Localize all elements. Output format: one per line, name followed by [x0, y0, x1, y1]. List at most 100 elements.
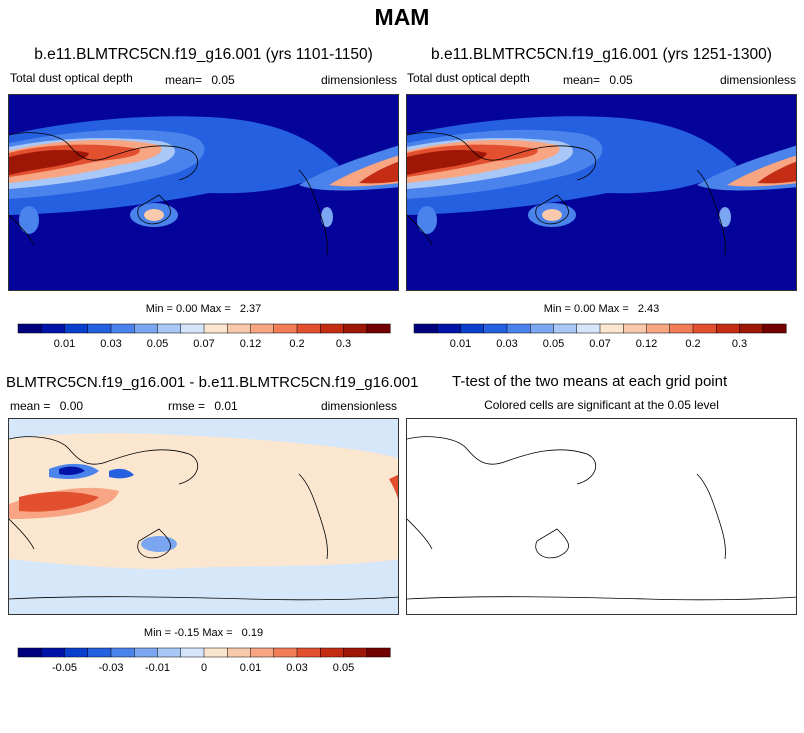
min-value: 0.00 [176, 303, 198, 315]
max-value: 2.43 [637, 303, 660, 315]
colorbar-tick-label: 0.2 [685, 338, 700, 350]
mean-label-top-left: mean= 0.05 [165, 73, 235, 87]
colorbar-cell [716, 323, 741, 334]
colorbar-tick-label: 0.12 [636, 338, 657, 350]
colorbar-cell [343, 647, 368, 658]
colorbar-cell [17, 647, 42, 658]
coastlines-top-left [9, 132, 328, 256]
min-value: -0.15 [174, 627, 200, 639]
colorbar-cell [203, 647, 228, 658]
south-africa-dust [19, 206, 39, 234]
minmax-bottom-left: Min = -0.15 Max = 0.19 [8, 627, 399, 639]
colorbar-svg-top-right: 0.01 0.03 0.05 0.07 0.12 0.2 0.3 [413, 323, 787, 350]
coastlines-bottom-left [9, 436, 398, 601]
south-america-dust [321, 207, 333, 227]
colorbar-cell [437, 323, 462, 334]
ttest-map-bottom-right [407, 419, 796, 614]
australia-dust-inner [542, 209, 562, 221]
colorbar-tick-label: 0.3 [336, 338, 351, 350]
max-value: 2.37 [239, 303, 262, 315]
panel-subtitle-bottom-right: Colored cells are significant at the 0.0… [484, 398, 719, 412]
mean-caption: mean= [563, 73, 601, 87]
colorbar-cell [320, 323, 345, 334]
colorbar-tick-label: 0.05 [543, 338, 564, 350]
mean-value: 0.05 [609, 73, 633, 87]
min-caption: Min = [543, 303, 571, 315]
colorbar-cell [739, 323, 764, 334]
colorbar-cell [250, 323, 275, 334]
colorbar-cell [110, 323, 135, 334]
max-caption: Max = [598, 303, 629, 315]
colorbar-tick-label: 0.3 [732, 338, 747, 350]
max-caption: Max = [202, 627, 233, 639]
colorbar-cell [227, 647, 252, 658]
diff-map-bottom-left [9, 419, 398, 614]
diff-americas-core [389, 474, 398, 499]
units-label-top-right: dimensionless [719, 73, 796, 87]
colorbar-cell [343, 323, 368, 334]
minmax-top-left: Min = 0.00 Max = 2.37 [8, 303, 399, 315]
colorbar-top-left: 0.01 0.03 0.05 0.07 0.12 0.2 0.3 [17, 323, 391, 352]
colorbar-cell [157, 323, 182, 334]
colorbar-tick-label: 0.05 [333, 662, 354, 674]
colorbar-svg-bottom-left: -0.05 -0.03 -0.01 0 0.01 0.03 0.05 [17, 647, 391, 674]
minmax-top-right: Min = 0.00 Max = 2.43 [406, 303, 797, 315]
panel-title-bottom-right: T-test of the two means at each grid poi… [452, 373, 728, 390]
mean-label-bottom-left: mean = 0.00 [10, 399, 83, 413]
rmse-value: 0.01 [214, 399, 238, 413]
colorbar-tick-label: 0.03 [496, 338, 517, 350]
colorbar-top-right: 0.01 0.03 0.05 0.07 0.12 0.2 0.3 [413, 323, 787, 352]
diff-positive-dark [19, 491, 99, 512]
colorbar-tick-label: 0 [201, 662, 207, 674]
americas-plume-core [359, 161, 398, 184]
colorbar-tick-label: 0.2 [289, 338, 304, 350]
colorbar-cell [692, 323, 717, 334]
mean-value: 0.00 [59, 399, 84, 413]
colorbar-cell [646, 323, 671, 334]
colorbar-cell [669, 323, 694, 334]
coastlines-top-right [407, 132, 726, 256]
colorbar-tick-label: -0.05 [52, 662, 77, 674]
colorbar-cell [41, 323, 66, 334]
min-caption: Min = [143, 627, 172, 639]
colorbar-cell [203, 323, 228, 334]
colorbar-cell [553, 323, 578, 334]
variable-label-top-left: Total dust optical depth [10, 71, 133, 85]
colorbar-bottom-left: -0.05 -0.03 -0.01 0 0.01 0.03 0.05 [17, 647, 391, 676]
panel-title-top-left: b.e11.BLMTRC5CN.f19_g16.001 (yrs 1101-11… [34, 46, 373, 63]
diff-negative-core [59, 466, 85, 475]
americas-plume-core [757, 161, 796, 184]
colorbar-tick-label: 0.01 [54, 338, 75, 350]
colorbar-cell [250, 647, 275, 658]
colorbar-tick-label: 0.01 [240, 662, 261, 674]
colorbar-cell [623, 323, 648, 334]
dust-core-dark [9, 150, 89, 175]
colorbar-cell [41, 647, 66, 658]
diff-positive-region [9, 433, 398, 569]
south-africa-dust [417, 206, 437, 234]
colorbar-cell [413, 323, 438, 334]
rmse-label-bottom-left: rmse = 0.01 [168, 399, 238, 413]
colorbar-tick-label: 0.03 [286, 662, 307, 674]
rmse-caption: rmse = [168, 399, 206, 413]
colorbar-cell [87, 647, 112, 658]
min-value: 0.00 [574, 303, 596, 315]
colorbar-cell [296, 323, 321, 334]
dust-map-top-left [9, 95, 398, 290]
colorbar-cell [366, 647, 391, 658]
colorbar-tick-label: 0.03 [100, 338, 121, 350]
max-caption: Max = [200, 303, 231, 315]
colorbar-cell [64, 647, 89, 658]
colorbar-tick-label: 0.07 [193, 338, 214, 350]
colorbar-cell [762, 323, 787, 334]
colorbar-cell [576, 323, 601, 334]
colorbar-cell [134, 323, 159, 334]
map-bottom-left [8, 418, 399, 615]
colorbar-tick-label: 0.05 [147, 338, 168, 350]
colorbar-cell [483, 323, 508, 334]
colorbar-cell [366, 323, 391, 334]
units-label-bottom-left: dimensionless [320, 399, 397, 413]
colorbar-cell [273, 323, 298, 334]
mean-caption: mean = [10, 399, 51, 413]
variable-label-top-right: Total dust optical depth [407, 71, 530, 85]
